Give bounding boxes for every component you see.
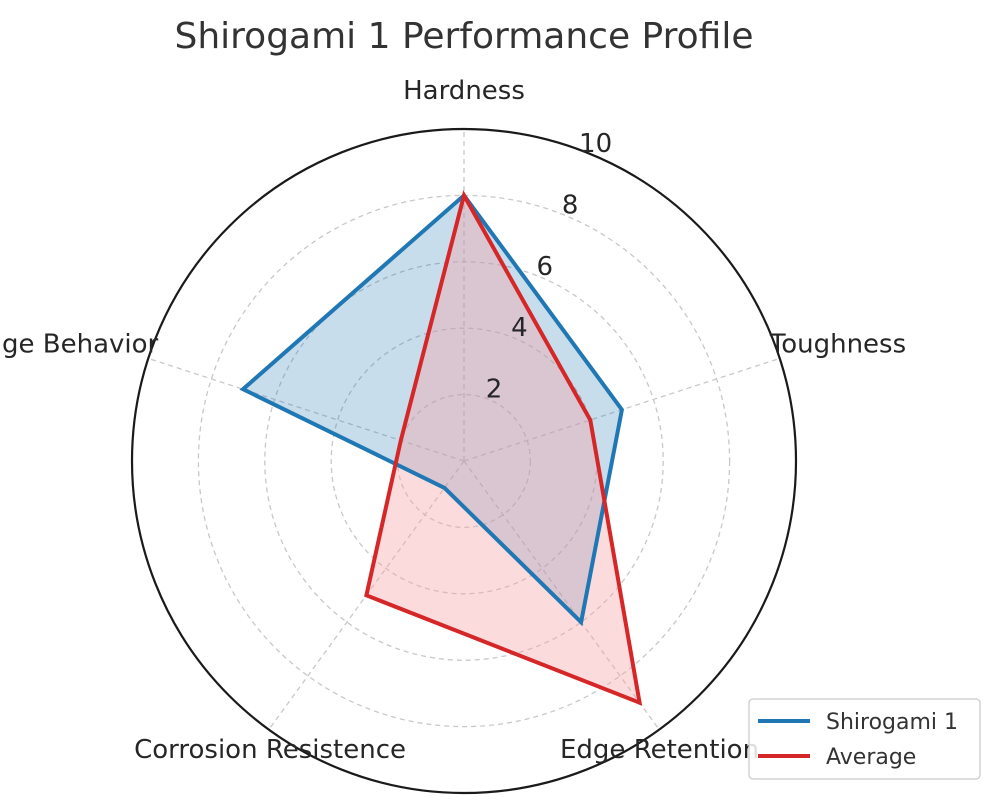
- axis-label-edge-behavior: Edge Behavior: [0, 329, 159, 359]
- legend-label-average: Average: [826, 745, 916, 770]
- outer-ring: [130, 127, 798, 795]
- axis-labels: Hardness Toughness Edge Retention Corrosion…: [0, 76, 906, 765]
- series-area-shirogami-1: [243, 195, 622, 623]
- axis-label-toughness: Toughness: [769, 329, 906, 359]
- series-line-average: [364, 190, 643, 706]
- axis-label-edge-retention: Edge Retention: [560, 735, 759, 765]
- tick-label-4: 4: [511, 313, 528, 343]
- spoke-edge-behavior: [148, 357, 465, 462]
- series-line-shirogami-1: [239, 192, 625, 627]
- axis-label-corrosion-resistence: Corrosion Resistence: [134, 735, 406, 765]
- radial-tick-labels: 2 4 6 8 10: [486, 129, 612, 404]
- legend-label-shirogami-1: Shirogami 1: [826, 710, 958, 735]
- series-layer: [239, 190, 643, 706]
- tick-label-8: 8: [562, 191, 579, 221]
- tick-label-2: 2: [486, 375, 503, 405]
- legend: Shirogami 1 Average: [748, 698, 981, 780]
- tick-label-10: 10: [579, 129, 612, 159]
- spoke-edge-retention: [463, 460, 660, 730]
- tick-label-6: 6: [537, 252, 554, 282]
- axis-label-hardness: Hardness: [403, 76, 525, 106]
- chart-title: Shirogami 1 Performance Profile: [175, 16, 754, 57]
- series-area-average: [366, 195, 640, 703]
